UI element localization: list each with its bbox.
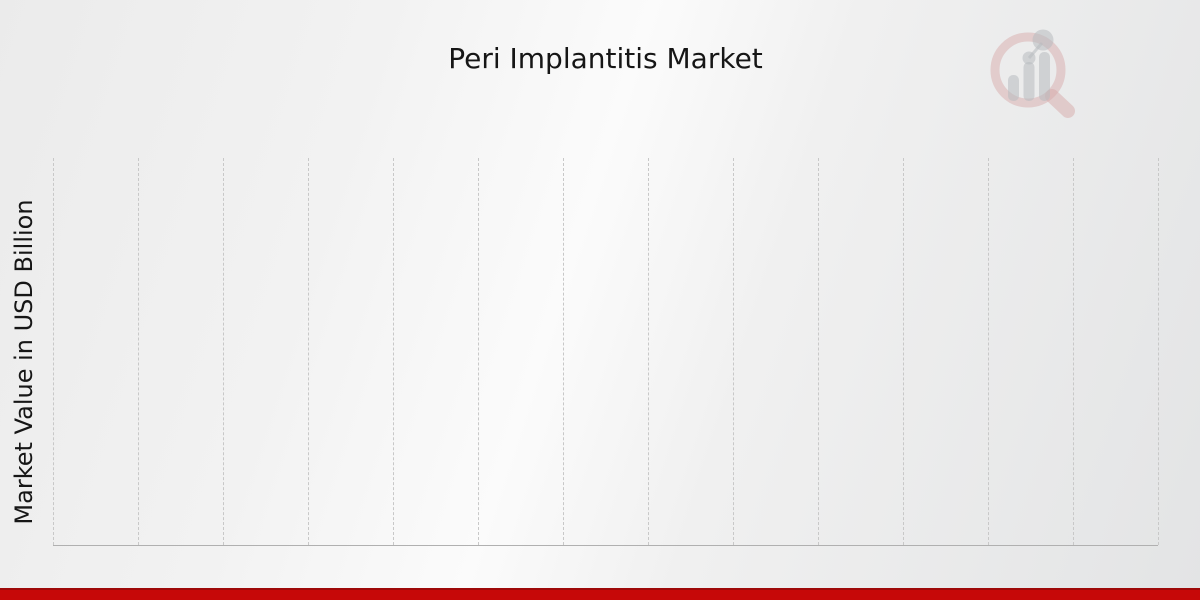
gridline bbox=[1158, 158, 1159, 545]
y-axis-label: Market Value in USD Billion bbox=[10, 199, 38, 525]
gridline bbox=[223, 158, 224, 545]
gridline bbox=[903, 158, 904, 545]
chart-title: Peri Implantitis Market bbox=[448, 42, 763, 75]
gridline bbox=[138, 158, 139, 545]
gridline bbox=[818, 158, 819, 545]
gridline bbox=[1073, 158, 1074, 545]
gridline bbox=[563, 158, 564, 545]
gridline bbox=[988, 158, 989, 545]
footer-accent-bar bbox=[0, 588, 1200, 600]
magnifier-ring-icon bbox=[990, 32, 1075, 118]
gridline bbox=[648, 158, 649, 545]
plot-area bbox=[53, 158, 1159, 546]
gridline bbox=[733, 158, 734, 545]
gridline bbox=[308, 158, 309, 545]
gridline bbox=[53, 158, 54, 545]
gridline bbox=[393, 158, 394, 545]
magnifier-bar-chart-logo bbox=[990, 29, 1075, 118]
gridline bbox=[478, 158, 479, 545]
growth-bars-icon bbox=[1008, 29, 1054, 101]
